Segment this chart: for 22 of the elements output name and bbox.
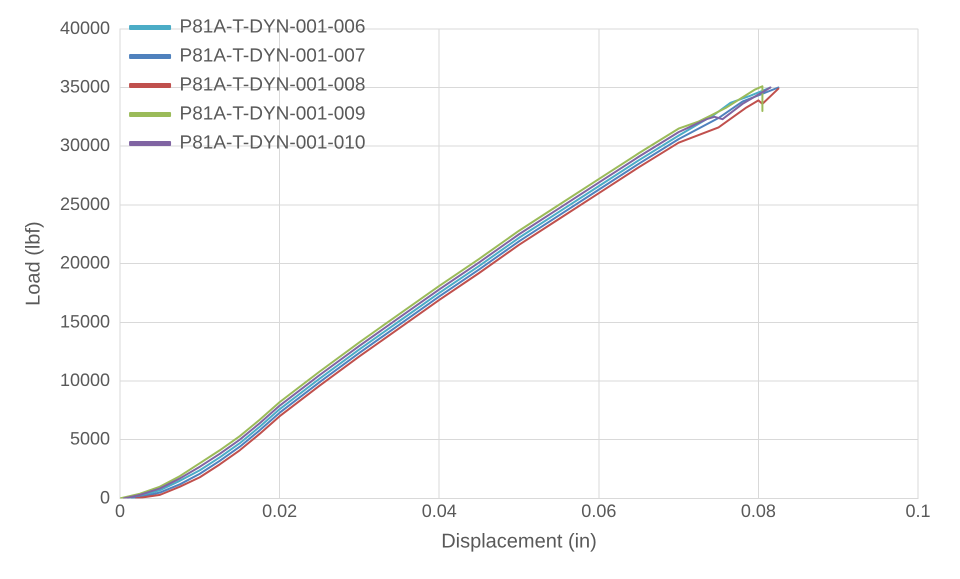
x-tick-label: 0.1 [905, 501, 931, 522]
legend-label: P81A-T-DYN-001-008 [180, 74, 366, 96]
x-tick-label: 0.06 [581, 501, 616, 522]
y-tick-label: 40000 [60, 18, 110, 38]
x-tick-label: 0.02 [262, 501, 298, 522]
x-tick-label: 0.08 [740, 501, 776, 522]
legend-label: P81A-T-DYN-001-007 [180, 46, 366, 67]
x-tick-label: 0.04 [422, 501, 457, 522]
y-tick-label: 0 [100, 487, 110, 508]
y-axis-title: Load (lbf) [22, 221, 45, 306]
legend-label: P81A-T-DYN-001-006 [180, 16, 366, 38]
legend-label: P81A-T-DYN-001-010 [180, 132, 366, 154]
y-tick-label: 20000 [60, 252, 110, 273]
y-tick-label: 10000 [60, 370, 110, 390]
x-tick-label: 0 [115, 501, 126, 522]
x-axis-title: Displacement (in) [441, 530, 597, 553]
y-tick-label: 35000 [60, 76, 110, 96]
y-tick-label: 5000 [70, 428, 110, 449]
y-tick-label: 30000 [60, 135, 110, 156]
y-tick-label: 15000 [60, 311, 110, 332]
legend-label: P81A-T-DYN-001-009 [180, 104, 366, 125]
y-tick-label: 25000 [60, 194, 110, 214]
